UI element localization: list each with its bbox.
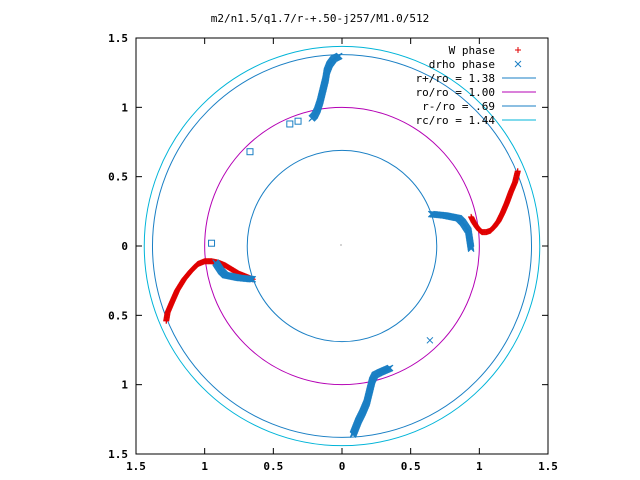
drho-phase-point-0-188 <box>349 431 357 438</box>
x-tick-label-1: 1 <box>201 460 208 473</box>
square-point-0 <box>208 239 216 247</box>
legend-label-0: W phase <box>449 44 495 57</box>
circle-0 <box>151 54 533 438</box>
y-tick-label-0: 1.5 <box>108 32 128 45</box>
circle-2 <box>246 149 438 343</box>
legend-label-2: r+/ro = 1.38 <box>416 72 495 85</box>
y-tick-label-3: 0 <box>121 240 128 253</box>
tick-layer: 1.5 1 0.5 0 0.5 1 1.51.510.500.511.5 <box>108 32 558 473</box>
circle-3 <box>143 45 541 447</box>
x-tick-label-0: 1.5 <box>126 460 146 473</box>
legend-label-5: rc/ro = 1.44 <box>416 114 496 127</box>
square-point-1 <box>246 148 254 156</box>
legend-label-4: r-/ro = .69 <box>422 100 495 113</box>
legend-marker-0 <box>515 47 521 53</box>
w-phase-point-1-165 <box>163 317 170 324</box>
y-tick-label-5: 1 <box>121 379 128 392</box>
legend-marker-1 <box>514 60 522 68</box>
y-tick-label-4: 0.5 <box>108 309 128 322</box>
x-tick-label-3: 0 <box>339 460 346 473</box>
x-tick-label-4: 0.5 <box>401 460 421 473</box>
drho-phase-point-1-92 <box>335 52 343 60</box>
square-point-3 <box>294 117 302 125</box>
drho-phase-point-2-56 <box>212 259 220 266</box>
x-tick-label-2: 0.5 <box>263 460 283 473</box>
legend-label-3: ro/ro = 1.00 <box>416 86 495 99</box>
y-tick-label-6: 1.5 <box>108 448 128 461</box>
drho-phase-point-0-81 <box>426 336 434 344</box>
x-tick-label-5: 1 <box>476 460 483 473</box>
x-tick-label-6: 1.5 <box>538 460 558 473</box>
legend-label-1: drho phase <box>429 58 495 71</box>
square-point-2 <box>286 120 294 128</box>
w-phase-point-0-122 <box>514 168 521 175</box>
y-tick-label-1: 1 <box>121 101 128 114</box>
y-tick-label-2: 0.5 <box>108 171 128 184</box>
drho-phase-point-0-80 <box>467 245 475 253</box>
circle-layer <box>143 45 541 447</box>
chart-title: m2/n1.5/q1.7/r-+.50-j257/M1.0/512 <box>211 12 430 25</box>
point-layer <box>163 47 522 438</box>
circle-1 <box>204 106 480 386</box>
